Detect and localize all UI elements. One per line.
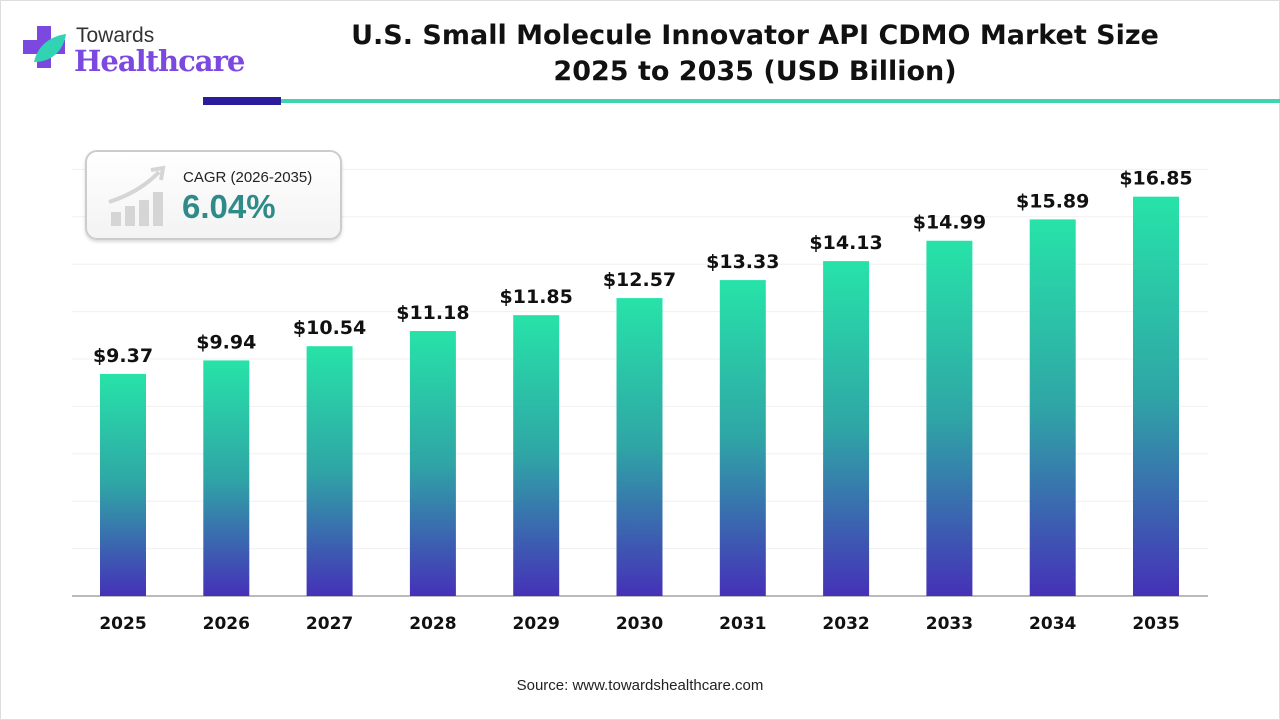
x-tick-label: 2033 xyxy=(926,614,973,634)
data-label: $9.94 xyxy=(196,331,256,353)
data-label: $11.18 xyxy=(396,302,469,324)
x-tick-label: 2029 xyxy=(513,614,560,634)
logo-text-towards: Towards xyxy=(76,24,155,47)
cagr-box: CAGR (2026-2035) 6.04% xyxy=(85,150,342,240)
bar-2034 xyxy=(1029,219,1076,597)
data-label: $9.37 xyxy=(93,345,153,367)
bar-2028 xyxy=(409,331,456,596)
cagr-value: 6.04% xyxy=(182,188,276,225)
x-tick-label: 2035 xyxy=(1132,614,1179,634)
data-label: $13.33 xyxy=(706,251,779,273)
x-tick-label: 2030 xyxy=(616,614,663,634)
chart-title: U.S. Small Molecule Innovator API CDMO M… xyxy=(351,20,1159,87)
x-tick-label: 2028 xyxy=(409,614,456,634)
bar-2030 xyxy=(616,298,663,596)
bar-2033 xyxy=(926,240,973,596)
data-label: $15.89 xyxy=(1016,190,1089,212)
x-tick-label: 2031 xyxy=(719,614,766,634)
logo xyxy=(20,22,76,82)
bar-2031 xyxy=(719,280,766,596)
bar-2035 xyxy=(1133,196,1179,596)
data-label: $16.85 xyxy=(1119,168,1192,190)
source-text: Source: www.towardshealthcare.com xyxy=(516,677,764,694)
data-label: $11.85 xyxy=(500,286,573,308)
logo-cross-icon xyxy=(23,26,66,68)
cagr-label: CAGR (2026-2035) xyxy=(183,169,313,186)
data-label: $10.54 xyxy=(293,317,366,339)
data-label: $14.99 xyxy=(913,212,986,234)
title-underline xyxy=(281,99,1280,103)
title-underline-accent xyxy=(203,97,281,105)
growth-chart-icon xyxy=(108,165,166,226)
bar-2029 xyxy=(513,315,560,596)
x-tick-label: 2032 xyxy=(822,614,869,634)
data-label: $12.57 xyxy=(603,269,676,291)
x-tick-label: 2026 xyxy=(203,614,250,634)
bar-2025 xyxy=(100,373,146,596)
bar-2026 xyxy=(203,360,250,596)
x-tick-label: 2034 xyxy=(1029,614,1076,634)
bar-2027 xyxy=(306,346,353,596)
logo-text-healthcare: Healthcare xyxy=(74,44,245,78)
bar-2032 xyxy=(823,261,870,596)
x-tick-label: 2027 xyxy=(306,614,353,634)
x-tick-label: 2025 xyxy=(99,614,146,634)
data-label: $14.13 xyxy=(809,232,882,254)
